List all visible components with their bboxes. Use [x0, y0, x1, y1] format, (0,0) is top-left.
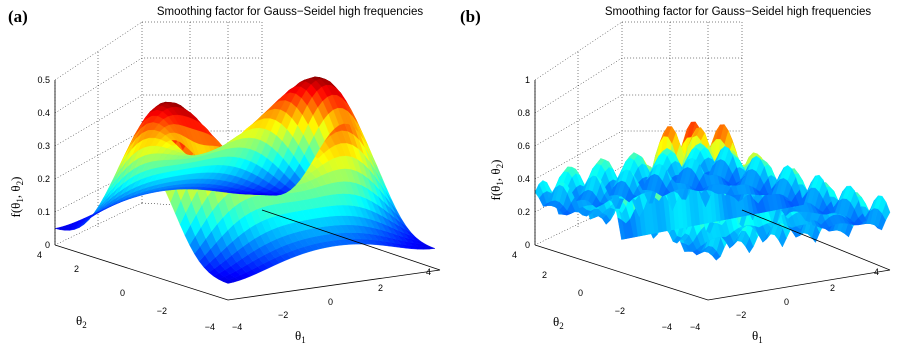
- panel-b-y-ticks: 4 2 0 −2 −4: [512, 250, 672, 332]
- panel-b-zlabel: f(θ1, θ2): [488, 160, 505, 201]
- panel-a-ztick-3: 0.3: [37, 141, 50, 151]
- panel-a-xtick-1: −2: [278, 310, 288, 320]
- panel-a-surface: [54, 76, 436, 284]
- surface-patch: [712, 149, 722, 166]
- panel-b-x-ticks: −4 −2 0 2 4: [690, 267, 879, 332]
- panel-a-ytick-1: 2: [74, 264, 79, 274]
- panel-b-xtick-0: −4: [690, 322, 700, 332]
- panel-b-ztick-3: 0.6: [517, 141, 530, 151]
- panel-b-xtick-3: 2: [830, 283, 835, 293]
- panel-b-ytick-3: −2: [615, 306, 625, 316]
- panel-a-ztick-0: 0: [45, 240, 50, 250]
- panel-a-ytick-0: 4: [37, 250, 42, 260]
- panel-b-axis-box: [534, 80, 891, 301]
- panel-b-ytick-0: 4: [512, 250, 517, 260]
- panel-a-x-ticks: −4 −2 0 2 4: [232, 267, 431, 332]
- surface-patch: [256, 193, 267, 195]
- panel-b-xtick-4: 4: [874, 267, 879, 277]
- panel-a-xtick-3: 2: [378, 283, 383, 293]
- panel-b-ztick-2: 0.4: [517, 174, 530, 184]
- panel-a-ylabel: θ2: [76, 313, 87, 330]
- panel-b-ytick-1: 2: [542, 270, 547, 280]
- panel-a-ztick-5: 0.5: [37, 75, 50, 85]
- panel-a-label: (a): [8, 7, 28, 26]
- panel-a-axis-box: [54, 80, 441, 301]
- panel-b-xtick-2: 0: [784, 297, 789, 307]
- panel-a: (a) Smoothing factor for Gauss−Seidel hi…: [8, 6, 441, 345]
- panel-a-ztick-2: 0.2: [37, 174, 50, 184]
- panel-a-xtick-4: 4: [426, 267, 431, 277]
- panel-b-ylabel: θ2: [553, 314, 564, 331]
- panel-a-title: Smoothing factor for Gauss−Seidel high f…: [157, 6, 424, 18]
- panel-b-ytick-4: −4: [662, 322, 672, 332]
- panel-b-xlabel: θ1: [752, 328, 763, 345]
- panel-a-xtick-2: 0: [328, 297, 333, 307]
- panel-a-xtick-0: −4: [232, 322, 242, 332]
- panel-b-ytick-2: 0: [578, 288, 583, 298]
- panel-a-ztick-4: 0.4: [37, 108, 50, 118]
- panel-b-title: Smoothing factor for Gauss−Seidel high f…: [605, 6, 872, 18]
- panel-b-label: (b): [460, 7, 481, 26]
- panel-b-xtick-1: −2: [736, 310, 746, 320]
- panel-b: (b) Smoothing factor for Gauss−Seidel hi…: [460, 6, 891, 345]
- panel-b-ztick-5: 1: [525, 75, 530, 85]
- panel-a-zlabel: f(θ1, θ2): [8, 177, 25, 218]
- panel-a-z-ticks: 0 0.1 0.2 0.3 0.4 0.5: [37, 75, 50, 250]
- panel-a-ytick-4: −4: [205, 322, 215, 332]
- panel-a-ytick-3: −2: [157, 306, 167, 316]
- panel-a-ytick-2: 0: [120, 288, 125, 298]
- panel-a-ztick-1: 0.1: [37, 207, 50, 217]
- panel-a-y-ticks: 4 2 0 −2 −4: [37, 250, 215, 332]
- panel-b-z-ticks: 0 0.2 0.4 0.6 0.8 1: [517, 75, 530, 250]
- panel-a-xlabel: θ1: [295, 328, 306, 345]
- panel-b-ztick-1: 0.2: [517, 207, 530, 217]
- panel-b-ztick-0: 0: [525, 240, 530, 250]
- panel-b-ztick-4: 0.8: [517, 108, 530, 118]
- panel-b-surface: [534, 121, 891, 261]
